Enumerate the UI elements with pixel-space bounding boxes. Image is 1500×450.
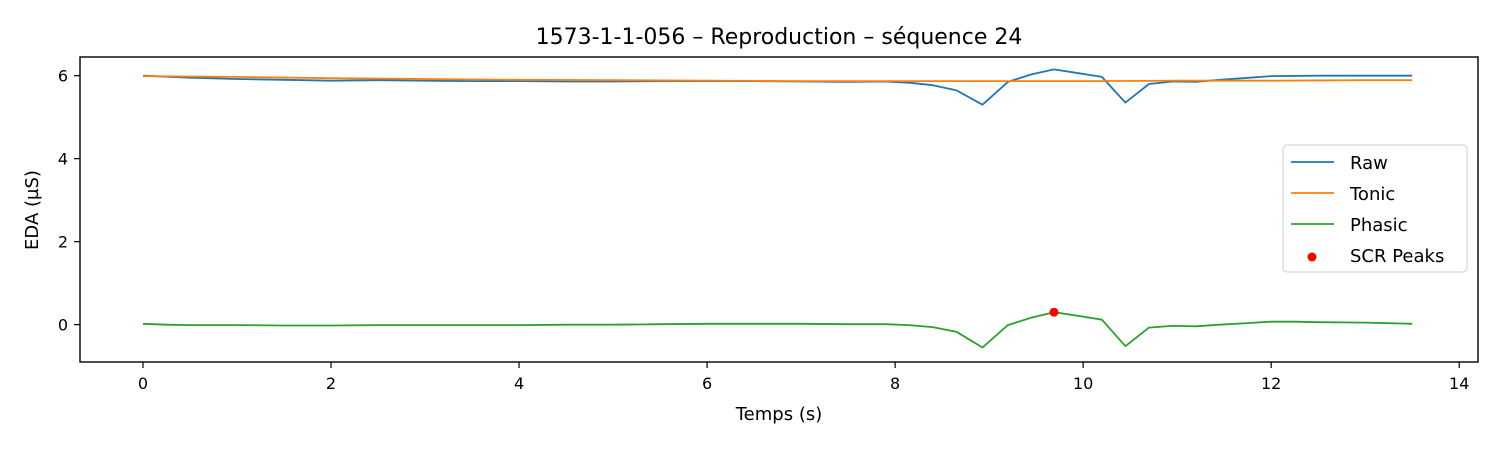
x-tick-label: 2 [326,374,336,393]
legend-label: Phasic [1350,215,1408,236]
x-tick-label: 8 [890,374,900,393]
series-layer [142,68,1413,349]
peaks-layer [1049,307,1059,317]
y-axis-label: EDA (µS) [22,170,43,250]
legend-swatch-scr-peaks [1307,252,1317,262]
x-tick-label: 4 [514,374,524,393]
scr-peak-point [1049,307,1059,317]
legend-label: SCR Peaks [1350,246,1444,267]
y-tick-label: 4 [58,150,68,169]
chart-title: 1573-1-1-056 – Reproduction – séquence 2… [536,25,1023,50]
x-tick-label: 6 [702,374,712,393]
y-axis: 0 2 4 6 [58,67,80,335]
plot-frame [79,56,1479,363]
x-axis: 0 2 4 6 8 10 12 14 [138,362,1469,393]
x-axis-label: Temps (s) [735,404,823,425]
legend-label: Tonic [1349,184,1395,205]
y-tick-label: 6 [58,67,68,86]
plot-area [79,56,1479,363]
x-tick-label: 0 [138,374,148,393]
series-line-phasic [142,311,1413,349]
legend-label: Raw [1350,153,1388,174]
series-line-raw [142,68,1413,106]
y-tick-label: 0 [58,316,68,335]
y-tick-label: 2 [58,233,68,252]
x-tick-label: 10 [1073,374,1093,393]
series-line-tonic [142,75,1413,82]
x-tick-label: 14 [1449,374,1469,393]
legend-box [1282,144,1468,273]
legend: Raw Tonic Phasic SCR Peaks [1282,144,1468,273]
x-tick-label: 12 [1261,374,1281,393]
